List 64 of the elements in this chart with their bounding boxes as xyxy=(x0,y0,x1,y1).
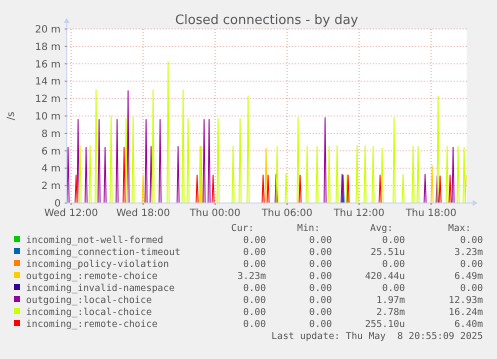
x-tick-label: Wed 12:00 xyxy=(44,208,98,219)
text: 0.00 xyxy=(243,283,266,294)
text: 0.00 xyxy=(243,247,266,258)
text: 6.40m xyxy=(454,319,484,330)
text: 1.97m xyxy=(376,295,406,306)
text: 0.00 xyxy=(243,259,266,270)
y-tick-label: 0 xyxy=(54,198,61,210)
text: 0.00 xyxy=(243,235,266,246)
text: 0.00 xyxy=(243,319,266,330)
legend-label: incoming_invalid-namespace xyxy=(26,283,175,294)
y-axis-title: /s xyxy=(6,112,17,120)
text: Min: xyxy=(297,223,320,234)
text: 0.00 xyxy=(309,307,332,318)
y-tick-label: 12 m xyxy=(35,94,61,106)
x-tick-label: Thu 12:00 xyxy=(332,208,384,219)
text: 2.78m xyxy=(376,307,406,318)
y-tick-label: 10 m xyxy=(35,112,61,122)
text: 0.00 xyxy=(309,271,332,282)
text: 0.00 xyxy=(460,283,484,294)
text: 0.00 xyxy=(243,295,266,306)
text: 16.24m xyxy=(448,307,484,318)
y-tick-label: 8 m xyxy=(41,128,61,140)
y-tick-label: 2 m xyxy=(41,181,61,192)
y-tick-label: 14 m xyxy=(35,76,61,88)
text: 0.00 xyxy=(382,283,406,294)
x-tick-label: Wed 18:00 xyxy=(116,208,170,219)
legend-label: incoming_not-well-formed xyxy=(26,235,164,246)
text: 0.00 xyxy=(309,259,332,270)
text: 12.93m xyxy=(448,295,484,306)
legend-label: incoming_connection-timeout xyxy=(26,247,180,258)
text: 0.00 xyxy=(309,295,332,306)
text: 420.44u xyxy=(364,271,405,282)
text: 0.00 xyxy=(382,235,406,246)
x-tick-label: Thu 00:00 xyxy=(188,208,240,219)
y-tick-label: 16 m xyxy=(35,59,61,70)
legend-label: outgoing_:local-choice xyxy=(26,295,152,306)
text: 0.00 xyxy=(460,259,484,270)
chart-title: Closed connections - by day xyxy=(175,13,359,28)
text: 0.00 xyxy=(243,307,266,318)
legend-label: incoming_:local-choice xyxy=(26,307,152,318)
y-tick-label: 20 m xyxy=(35,24,61,36)
legend-label: incoming_:remote-choice xyxy=(26,319,158,330)
text: 0.00 xyxy=(309,319,332,330)
text: Avg: xyxy=(370,223,393,234)
text: 0.00 xyxy=(309,247,332,258)
x-tick-label: Thu 06:00 xyxy=(260,208,312,219)
y-tick-label: 6 m xyxy=(41,146,61,158)
text: Last update: Thu May 8 20:55:09 2025 xyxy=(271,331,483,342)
text: 0.00 xyxy=(460,235,484,246)
text: 0.00 xyxy=(382,259,406,270)
text: Max: xyxy=(448,223,471,234)
text: 25.51u xyxy=(370,247,405,258)
text: 3.23m xyxy=(237,271,266,282)
legend-label: outgoing_:remote-choice xyxy=(26,271,158,282)
text: 6.49m xyxy=(454,271,484,282)
text: 255.10u xyxy=(364,319,405,330)
x-tick-label: Thu 18:00 xyxy=(404,208,456,219)
text: 3.23m xyxy=(454,247,484,258)
legend-label: incoming_policy-violation xyxy=(26,259,169,270)
y-tick-label: 18 m xyxy=(35,42,61,53)
text: Cur: xyxy=(231,223,254,234)
y-tick-label: 4 m xyxy=(41,164,61,175)
text: 0.00 xyxy=(309,283,332,294)
text: 0.00 xyxy=(309,235,332,246)
